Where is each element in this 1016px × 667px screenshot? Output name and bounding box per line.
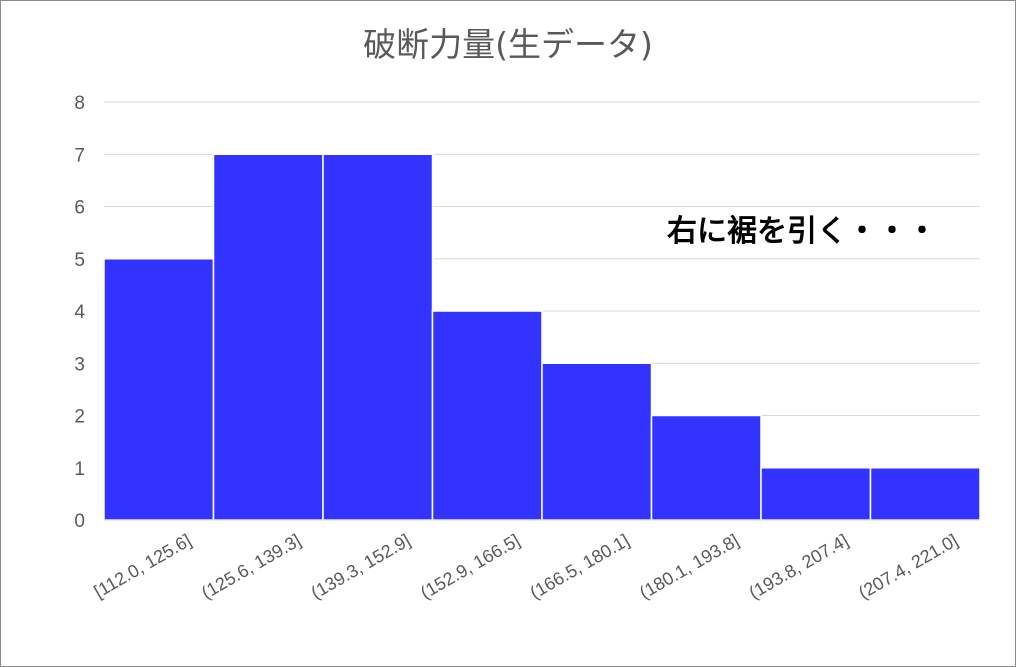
chart-title: 破断力量(生データ) [363,25,653,64]
histogram-bar [322,153,434,521]
x-tick-label: (125.6, 139.3] [198,530,304,603]
y-tick-label: 5 [74,250,85,271]
y-tick-label: 2 [74,407,85,428]
histogram-bar [869,467,981,521]
x-tick-label: [112.0, 125.6] [91,530,195,602]
x-tick-label: (180.1, 193.8] [636,530,742,603]
x-tick-label: (207.4, 221.0] [855,530,961,603]
histogram-bar [541,362,653,521]
y-tick-label: 4 [74,302,85,323]
y-tick-label: 0 [74,511,85,532]
histogram-bar [760,467,872,521]
y-tick-label: 3 [74,354,85,375]
histogram-bar [431,310,543,521]
x-tick-label: (139.3, 152.9] [308,530,414,603]
skew-annotation: 右に裾を引く・・・ [667,214,937,249]
x-tick-label: (193.8, 207.4] [746,530,852,603]
y-tick-label: 6 [74,198,85,219]
histogram-bar [650,414,762,521]
histogram-bar [103,258,215,521]
histogram-bar [212,153,324,521]
y-tick-label: 7 [74,145,85,166]
y-tick-label: 1 [74,459,85,480]
y-tick-label: 8 [74,93,85,114]
x-tick-label: (166.5, 180.1] [527,530,633,603]
x-tick-label: (152.9, 166.5] [417,530,523,603]
